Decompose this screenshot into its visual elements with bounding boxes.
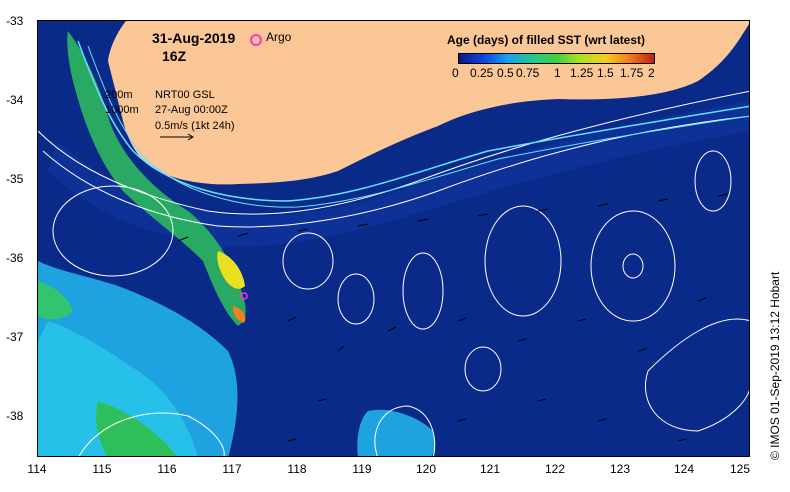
colorbar-tick: 0.5 — [497, 66, 514, 80]
contour-eddy-e-inner — [622, 253, 644, 279]
lat-tick: -35 — [6, 172, 24, 186]
shelf-water — [48, 101, 749, 247]
isobath-1000-label: 1000m — [105, 104, 139, 116]
lon-tick: 123 — [609, 462, 631, 476]
current-scale-label: 0.5m/s (1kt 24h) — [155, 120, 235, 132]
lat-tick: -36 — [6, 251, 24, 265]
contour-shelf-2 — [42, 115, 749, 228]
colorbar-tick: 2 — [648, 66, 655, 80]
colorbar-tick: 1.5 — [597, 66, 614, 80]
contour-sw — [78, 412, 225, 456]
product-line: NRT00 GSL — [155, 89, 215, 101]
current-scale-arrow — [160, 133, 194, 141]
lat-tick: -33 — [6, 14, 24, 28]
lon-tick: 115 — [92, 462, 112, 476]
isobath-200-label: 200m — [105, 89, 133, 101]
colorbar-tick: 0.75 — [516, 66, 540, 80]
map-panel — [37, 20, 750, 457]
argo-float-marker — [240, 292, 248, 300]
colorbar-ticks: 0 0.25 0.5 0.75 1 1.25 1.5 1.75 2 — [452, 66, 662, 80]
sw-filled-region-inner — [38, 321, 198, 456]
west-coast-orange-spots — [232, 306, 246, 323]
colorbar-tick: 1.25 — [570, 66, 594, 80]
sw-green-patch — [96, 401, 177, 456]
colorbar-tick: 0.25 — [470, 66, 494, 80]
contour-eddy-c — [402, 252, 444, 330]
lon-tick: 122 — [544, 462, 566, 476]
lat-tick: -37 — [6, 330, 24, 344]
colorbar — [458, 53, 655, 64]
contour-s — [374, 405, 436, 456]
legend-title: Age (days) of filled SST (wrt latest) — [447, 33, 646, 47]
contour-shelf-1 — [38, 90, 749, 215]
lon-tick: 124 — [673, 462, 695, 476]
west-coast-yellow-spots — [217, 251, 245, 289]
ssh-contours — [38, 90, 749, 456]
contour-eddy-e — [590, 210, 676, 322]
west-coast-strip — [67, 31, 246, 326]
current-vectors — [177, 193, 729, 442]
sw-green-patch-2 — [38, 281, 73, 320]
argo-label: Argo — [266, 30, 292, 44]
contour-eddy-d — [484, 205, 562, 317]
lon-tick: 121 — [479, 462, 501, 476]
coastal-current-line — [77, 40, 749, 202]
argo-legend-icon — [250, 34, 262, 46]
contour-eddy-g — [464, 346, 502, 392]
contour-eddy-f — [694, 150, 732, 212]
date-label: 31-Aug-2019 — [152, 30, 236, 46]
time-label: 16Z — [162, 48, 187, 64]
contour-eddy-w — [52, 185, 174, 277]
lon-tick: 119 — [352, 462, 372, 476]
contour-se — [644, 318, 749, 432]
coastal-current-line-2 — [87, 45, 749, 208]
contour-eddy-a — [282, 232, 334, 290]
product-date: 27-Aug 00:00Z — [155, 104, 228, 116]
lon-tick: 116 — [157, 462, 177, 476]
contour-eddy-b — [337, 273, 375, 325]
colorbar-tick: 1 — [554, 66, 561, 80]
lon-tick: 117 — [222, 462, 242, 476]
colorbar-tick: 1.75 — [620, 66, 644, 80]
lat-tick: -38 — [6, 409, 24, 423]
s-cyan-lobe — [357, 409, 436, 456]
sst-age-map — [38, 21, 749, 456]
lon-tick: 114 — [27, 462, 47, 476]
lon-tick: 118 — [287, 462, 307, 476]
lon-tick: 125 — [729, 462, 751, 476]
colorbar-tick: 0 — [452, 66, 459, 80]
lon-tick: 120 — [415, 462, 437, 476]
credit-label: © IMOS 01-Sep-2019 13:12 Hobart — [768, 271, 782, 460]
lat-tick: -34 — [6, 93, 24, 107]
